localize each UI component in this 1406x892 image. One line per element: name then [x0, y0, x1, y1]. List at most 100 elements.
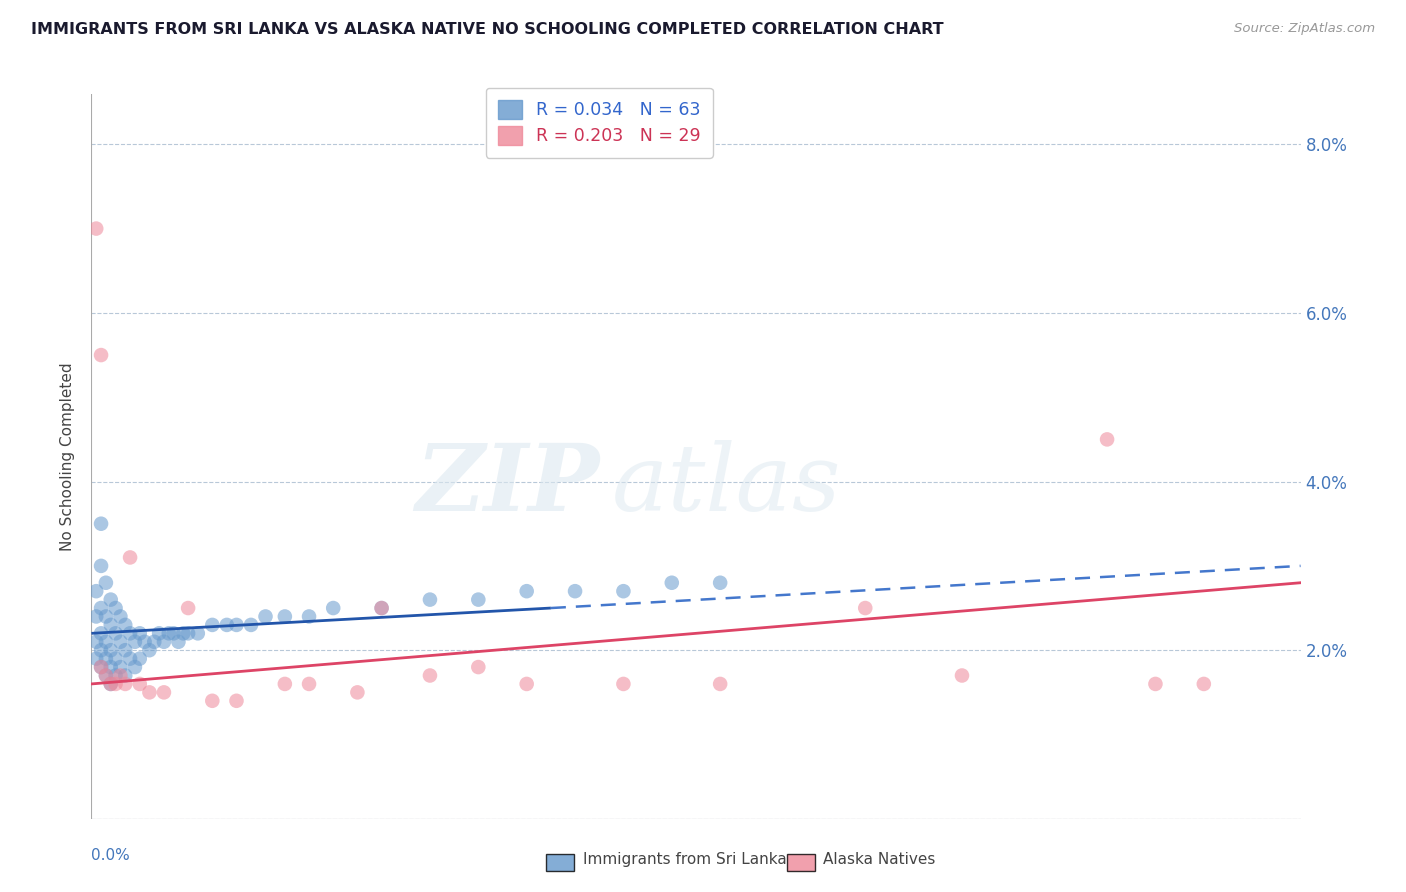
Point	[94, 651, 117, 665]
Point	[172, 626, 194, 640]
Point	[120, 651, 142, 665]
Point	[90, 558, 112, 573]
Point	[167, 634, 190, 648]
Point	[100, 592, 122, 607]
Point	[120, 550, 142, 565]
Point	[114, 618, 136, 632]
Point	[950, 668, 973, 682]
Point	[612, 584, 634, 599]
Point	[90, 643, 112, 657]
Point	[225, 694, 247, 708]
Point	[110, 660, 132, 674]
Point	[138, 643, 160, 657]
Point	[84, 584, 107, 599]
Point	[419, 592, 441, 607]
Point	[274, 677, 297, 691]
Point	[104, 677, 127, 691]
Point	[201, 618, 224, 632]
Point	[1095, 433, 1118, 447]
Point	[84, 634, 107, 648]
Point	[298, 677, 321, 691]
Point	[110, 609, 132, 624]
Text: ZIP: ZIP	[415, 441, 599, 530]
Point	[138, 685, 160, 699]
Point	[90, 660, 112, 674]
Point	[346, 685, 368, 699]
Point	[110, 668, 132, 682]
Text: Source: ZipAtlas.com: Source: ZipAtlas.com	[1234, 22, 1375, 36]
Point	[90, 516, 112, 531]
Point	[661, 575, 683, 590]
Point	[90, 626, 112, 640]
Point	[274, 609, 297, 624]
Point	[104, 668, 127, 682]
Point	[1144, 677, 1167, 691]
Point	[564, 584, 586, 599]
Point	[94, 668, 117, 682]
Point	[187, 626, 209, 640]
Legend: R = 0.034   N = 63, R = 0.203   N = 29: R = 0.034 N = 63, R = 0.203 N = 29	[485, 87, 713, 158]
Point	[709, 575, 731, 590]
Point	[128, 677, 150, 691]
Point	[124, 634, 146, 648]
Point	[157, 626, 180, 640]
Point	[148, 626, 170, 640]
Text: Immigrants from Sri Lanka: Immigrants from Sri Lanka	[583, 852, 787, 867]
Text: 0.0%: 0.0%	[91, 848, 131, 863]
Text: Alaska Natives: Alaska Natives	[823, 852, 935, 867]
Point	[240, 618, 263, 632]
Point	[153, 685, 176, 699]
Point	[225, 618, 247, 632]
Point	[100, 618, 122, 632]
Point	[90, 660, 112, 674]
Point	[114, 643, 136, 657]
Point	[100, 643, 122, 657]
Point	[516, 584, 538, 599]
Point	[134, 634, 156, 648]
Point	[94, 575, 117, 590]
Point	[322, 601, 344, 615]
Point	[128, 651, 150, 665]
Y-axis label: No Schooling Completed: No Schooling Completed	[60, 362, 76, 550]
Point	[84, 221, 107, 235]
Point	[94, 668, 117, 682]
Point	[467, 592, 489, 607]
Point	[1192, 677, 1215, 691]
Point	[298, 609, 321, 624]
Point	[612, 677, 634, 691]
Point	[177, 626, 200, 640]
Text: IMMIGRANTS FROM SRI LANKA VS ALASKA NATIVE NO SCHOOLING COMPLETED CORRELATION CH: IMMIGRANTS FROM SRI LANKA VS ALASKA NATI…	[31, 22, 943, 37]
Point	[104, 651, 127, 665]
Point	[90, 348, 112, 362]
Point	[104, 601, 127, 615]
Point	[100, 660, 122, 674]
Point	[84, 651, 107, 665]
Point	[419, 668, 441, 682]
Point	[90, 601, 112, 615]
Point	[467, 660, 489, 674]
Point	[124, 660, 146, 674]
Point	[120, 626, 142, 640]
Point	[370, 601, 392, 615]
Point	[100, 677, 122, 691]
Point	[114, 668, 136, 682]
Point	[128, 626, 150, 640]
Point	[94, 609, 117, 624]
Point	[84, 609, 107, 624]
Point	[143, 634, 166, 648]
Point	[215, 618, 238, 632]
Point	[104, 626, 127, 640]
Point	[114, 677, 136, 691]
Point	[153, 634, 176, 648]
Point	[516, 677, 538, 691]
Point	[162, 626, 184, 640]
Point	[94, 634, 117, 648]
Point	[100, 677, 122, 691]
Point	[709, 677, 731, 691]
Point	[177, 601, 200, 615]
Point	[853, 601, 876, 615]
Text: atlas: atlas	[612, 441, 841, 530]
Point	[254, 609, 277, 624]
Point	[110, 634, 132, 648]
Point	[370, 601, 392, 615]
